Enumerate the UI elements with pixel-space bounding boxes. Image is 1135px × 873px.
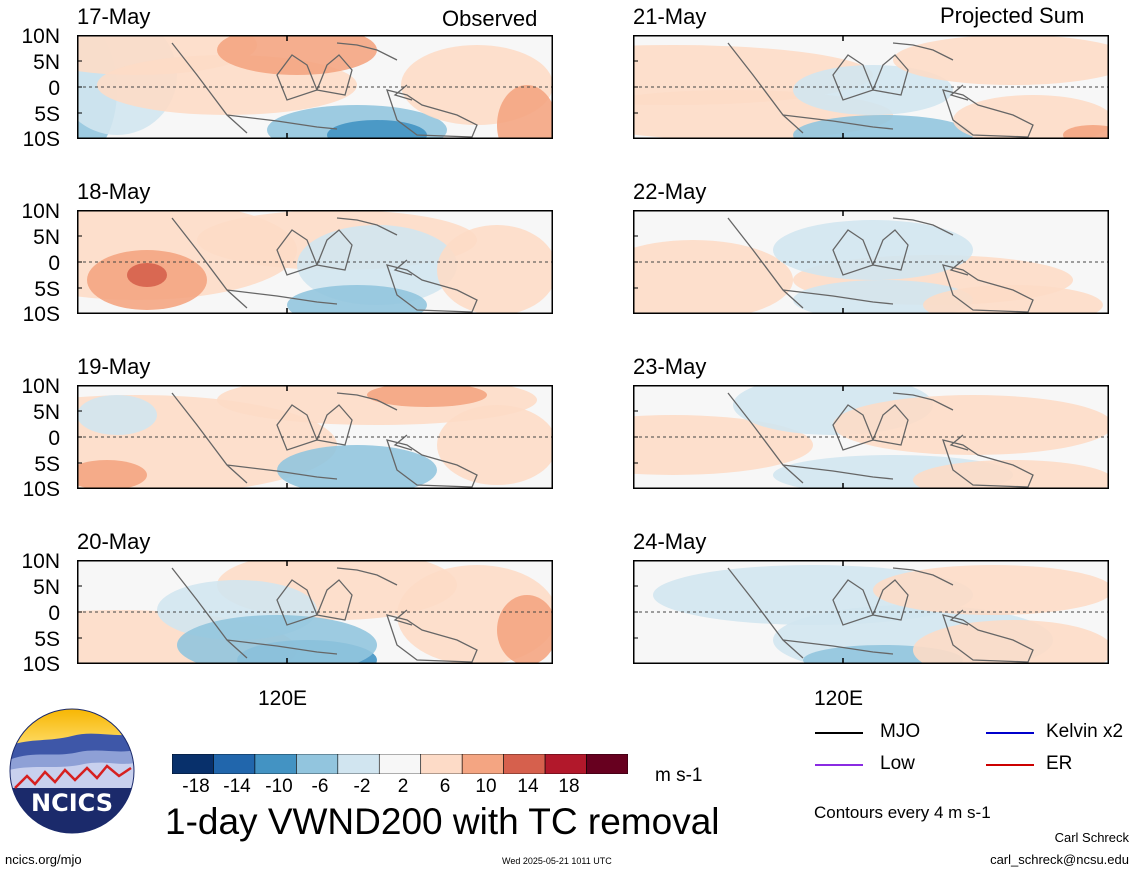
map-panel-24-may: [633, 560, 1109, 664]
colorbar-swatch: [586, 754, 628, 774]
contour-note: Contours every 4 m s-1: [814, 803, 991, 822]
lat-label-10n: 10N: [21, 25, 60, 48]
map-panel-18-may: [77, 210, 553, 314]
lon-label-120e: 120E: [814, 687, 864, 710]
colorbar-tick: 6: [439, 776, 451, 797]
legend-label-low: Low: [880, 753, 915, 774]
panel-date-21-may: 21-May: [633, 4, 707, 29]
panel-date-17-may: 17-May: [77, 4, 151, 29]
colorbar-swatch: [378, 754, 422, 774]
colorbar-swatch: [213, 754, 256, 774]
panel-date-23-may: 23-May: [633, 354, 707, 379]
colorbar-tick: -10: [265, 776, 293, 797]
map-panel-22-may: [633, 210, 1109, 314]
panel-date-18-may: 18-May: [77, 179, 151, 204]
map-panel-17-may: [77, 35, 553, 139]
lat-label-10s: 10S: [22, 128, 60, 151]
colorbar: [172, 754, 628, 774]
lat-label-5s: 5S: [34, 278, 60, 301]
panel-date-20-may: 20-May: [77, 529, 151, 554]
legend-label-er: ER: [1046, 753, 1073, 774]
legend-swatch-low: [815, 764, 863, 766]
colorbar-tick: 14: [517, 776, 539, 797]
logo-text: NCICS: [31, 789, 113, 817]
map-panel-21-may: [633, 35, 1109, 139]
colorbar-swatch: [296, 754, 339, 774]
lat-label-5n: 5N: [33, 576, 60, 599]
lat-label-10s: 10S: [22, 653, 60, 676]
lat-label-0: 0: [48, 77, 60, 100]
lat-label-10n: 10N: [21, 200, 60, 223]
map-panel-23-may: [633, 385, 1109, 489]
lat-label-5n: 5N: [33, 401, 60, 424]
colorbar-tick: 2: [397, 776, 409, 797]
panel-date-22-may: 22-May: [633, 179, 707, 204]
colorbar-tick: -18: [182, 776, 210, 797]
colorbar-swatch: [337, 754, 380, 774]
legend-swatch-mjo: [815, 732, 863, 734]
footer-url[interactable]: ncics.org/mjo: [5, 852, 82, 867]
lat-label-0: 0: [48, 427, 60, 450]
colorbar-tick: 10: [475, 776, 497, 797]
colorbar-swatch: [461, 754, 504, 774]
legend-label-kelvin: Kelvin x2: [1046, 721, 1124, 742]
lat-label-5s: 5S: [34, 103, 60, 126]
colorbar-swatch: [503, 754, 546, 774]
colorbar-tick: 18: [558, 776, 580, 797]
lat-label-0: 0: [48, 602, 60, 625]
projected-sum-header: Projected Sum: [940, 3, 1085, 28]
panel-date-19-may: 19-May: [77, 354, 151, 379]
lat-label-0: 0: [48, 252, 60, 275]
colorbar-swatch: [420, 754, 463, 774]
legend-swatch-kelvin: [986, 732, 1034, 734]
lon-label-120e: 120E: [258, 687, 308, 710]
colorbar-swatch: [172, 754, 214, 774]
legend-swatch-er: [986, 764, 1034, 766]
map-panel-20-may: [77, 560, 553, 664]
lat-label-10s: 10S: [22, 303, 60, 326]
observed-header: Observed: [442, 6, 538, 31]
lat-label-5n: 5N: [33, 51, 60, 74]
colorbar-swatch: [544, 754, 587, 774]
lat-label-10n: 10N: [21, 550, 60, 573]
lat-label-5n: 5N: [33, 226, 60, 249]
footer-author: Carl Schreck: [1054, 830, 1129, 845]
colorbar-tick: -6: [311, 776, 329, 797]
legend-label-mjo: MJO: [880, 721, 921, 742]
lat-label-10n: 10N: [21, 375, 60, 398]
lat-label-5s: 5S: [34, 453, 60, 476]
colorbar-tick: -2: [353, 776, 371, 797]
lat-label-5s: 5S: [34, 628, 60, 651]
map-panel-19-may: [77, 385, 553, 489]
figure-title: 1-day VWND200 with TC removal: [165, 801, 720, 842]
panel-date-24-may: 24-May: [633, 529, 707, 554]
colorbar-units: m s-1: [655, 765, 703, 786]
footer-timestamp: Wed 2025-05-21 1011 UTC: [502, 856, 612, 866]
footer-email[interactable]: carl_schreck@ncsu.edu: [990, 852, 1129, 867]
colorbar-tick: -14: [223, 776, 251, 797]
lat-label-10s: 10S: [22, 478, 60, 501]
colorbar-swatch: [254, 754, 297, 774]
ncics-logo: NCICS: [9, 708, 135, 834]
